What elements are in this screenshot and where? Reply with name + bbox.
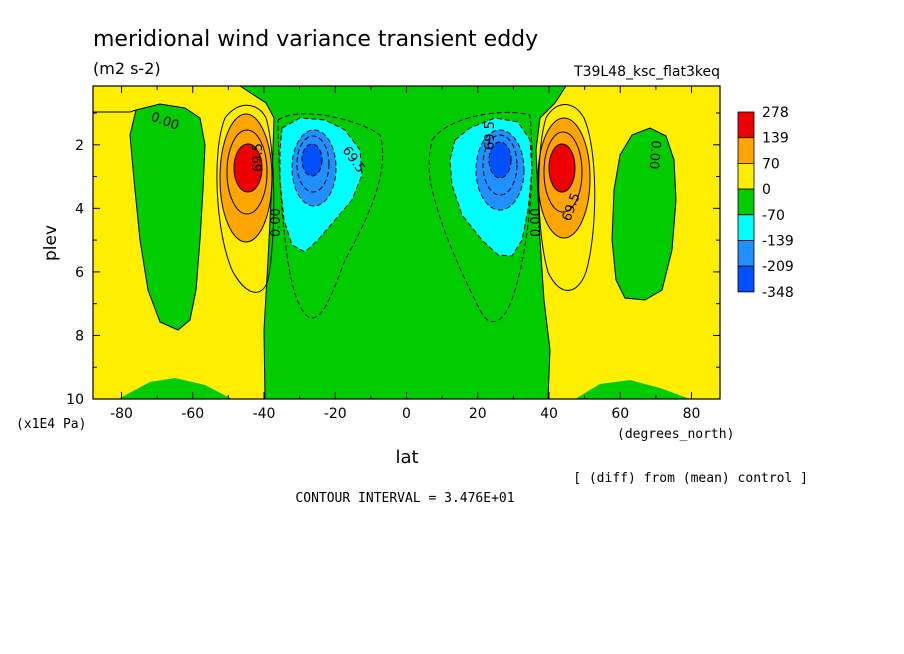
- y-axis-units: (x1E4 Pa): [16, 417, 86, 432]
- colorbar-swatch: [737, 137, 755, 164]
- colorbar-swatch: [737, 188, 755, 216]
- x-axis-label: lat: [395, 447, 418, 468]
- x-axis: -80 -60 -40 -20 0 20 40 60 80: [110, 86, 700, 422]
- colorbar-swatch: [737, 162, 755, 190]
- x-tick-label: -20: [324, 406, 347, 422]
- negative-contours: [277, 111, 533, 322]
- colorbar-label: 139: [762, 131, 789, 147]
- x-tick-label: -80: [110, 406, 133, 422]
- contour-label: 0.00: [645, 140, 662, 170]
- units-label: (m2 s-2): [93, 59, 161, 78]
- chart-title: meridional wind variance transient eddy: [93, 27, 538, 52]
- nh-positive-red: [549, 144, 575, 192]
- colorbar-label: -209: [762, 259, 794, 275]
- contour-label: 0.00: [529, 208, 544, 237]
- colorbar-label: -348: [762, 285, 794, 301]
- colorbar: 278 139 70 0 -70 -139 -209 -348: [737, 105, 794, 301]
- plot-area: 0.00 69.5 0.00 69.5 69.5 0.00 69.5 0.00: [93, 86, 720, 399]
- y-tick-label: 8: [75, 328, 84, 344]
- colorbar-swatch: [737, 240, 755, 267]
- colorbar-swatch: [737, 111, 755, 139]
- contour-label: 0.00: [269, 208, 284, 237]
- bottom-left-green: [118, 378, 232, 399]
- x-tick-label: 80: [683, 406, 701, 422]
- nh-negative-core: [489, 142, 511, 178]
- sh-positive-red: [234, 144, 262, 192]
- x-tick-label: 60: [611, 406, 629, 422]
- bottom-right-green: [575, 380, 690, 399]
- sh-negative-core: [302, 144, 322, 176]
- colorbar-swatch: [737, 265, 755, 293]
- y-axis: 2 4 6 8 10: [66, 112, 720, 408]
- colorbar-label: -139: [762, 234, 794, 250]
- x-tick-label: 40: [540, 406, 558, 422]
- x-tick-label: 0: [402, 406, 411, 422]
- colorbar-label: 278: [762, 105, 789, 121]
- y-axis-label: plev: [41, 225, 61, 261]
- run-label: T39L48_ksc_flat3keq: [573, 64, 720, 80]
- left-green-blob: [130, 104, 205, 330]
- colorbar-label: 70: [762, 156, 780, 172]
- y-tick-label: 10: [66, 392, 84, 408]
- x-axis-units: (degrees_north): [617, 427, 734, 442]
- right-green-blob: [612, 128, 676, 300]
- y-tick-label: 6: [75, 265, 84, 281]
- colorbar-label: -70: [762, 208, 785, 224]
- contour-label: 69.5: [251, 143, 266, 172]
- x-tick-label: -60: [181, 406, 204, 422]
- y-tick-label: 4: [75, 201, 84, 217]
- colorbar-swatch: [737, 214, 755, 241]
- diff-note: [ (diff) from (mean) control ]: [573, 471, 808, 486]
- contour-interval: CONTOUR INTERVAL = 3.476E+01: [295, 491, 514, 506]
- x-tick-label: 20: [469, 406, 487, 422]
- contour-label: 69.5: [483, 121, 498, 150]
- y-tick-label: 2: [75, 138, 84, 154]
- colorbar-label: 0: [762, 182, 771, 198]
- positive-contours: [93, 86, 677, 399]
- x-tick-label: -40: [253, 406, 276, 422]
